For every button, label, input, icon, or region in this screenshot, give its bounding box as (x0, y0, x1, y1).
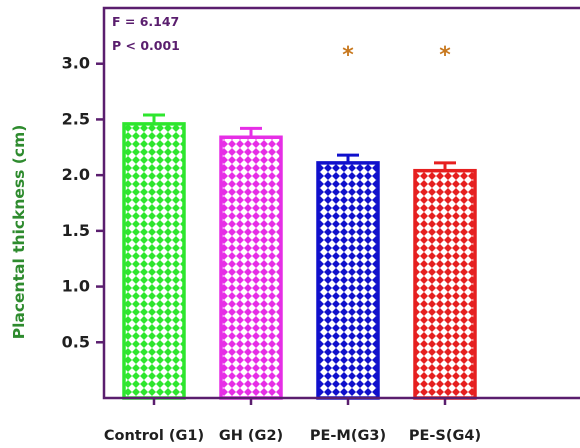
bar-lattice (221, 137, 281, 398)
error-bar-control-g1 (143, 113, 165, 124)
significance-markers: * * (342, 43, 451, 68)
y-axis-ticks: 0.5 1.0 1.5 2.0 2.5 3.0 (62, 54, 104, 351)
y-tick-label: 2.5 (62, 109, 90, 128)
x-tick-label: GH (G2) (219, 428, 283, 444)
error-bars-layer (143, 113, 456, 171)
y-tick-label: 0.5 (62, 332, 90, 351)
error-bar-pe-s-g4 (434, 161, 456, 171)
f-statistic: F = 6.147 (112, 14, 179, 29)
x-tick-label: Control (G1) (104, 428, 204, 444)
plot-frame (102, 6, 580, 400)
x-axis-ticks: Control (G1) GH (G2) PE-M(G3) PE-S(G4) (104, 398, 481, 444)
bar-pe-s-g4 (413, 168, 477, 400)
y-tick-label: 2.0 (62, 165, 90, 184)
significance-asterisk: * (342, 43, 354, 68)
x-tick-label: PE-M(G3) (310, 428, 386, 444)
x-tick-label: PE-S(G4) (409, 428, 481, 444)
p-value: P < 0.001 (112, 38, 180, 53)
bar-lattice (415, 170, 475, 398)
bar-control-g1 (122, 122, 186, 400)
error-bar-gh-g2 (240, 126, 262, 138)
y-tick-label: 3.0 (62, 54, 90, 73)
bar-lattice (318, 162, 378, 398)
y-axis-label: Placental thickness (cm) (10, 125, 28, 340)
bar-lattice (124, 123, 184, 398)
error-bar-pe-m-g3 (337, 153, 359, 163)
bar-pe-m-g3 (316, 161, 380, 400)
y-tick-label: 1.0 (62, 277, 90, 296)
significance-asterisk: * (439, 43, 451, 68)
y-tick-label: 1.5 (62, 221, 90, 240)
bars-layer (122, 122, 477, 400)
bar-gh-g2 (219, 135, 283, 400)
